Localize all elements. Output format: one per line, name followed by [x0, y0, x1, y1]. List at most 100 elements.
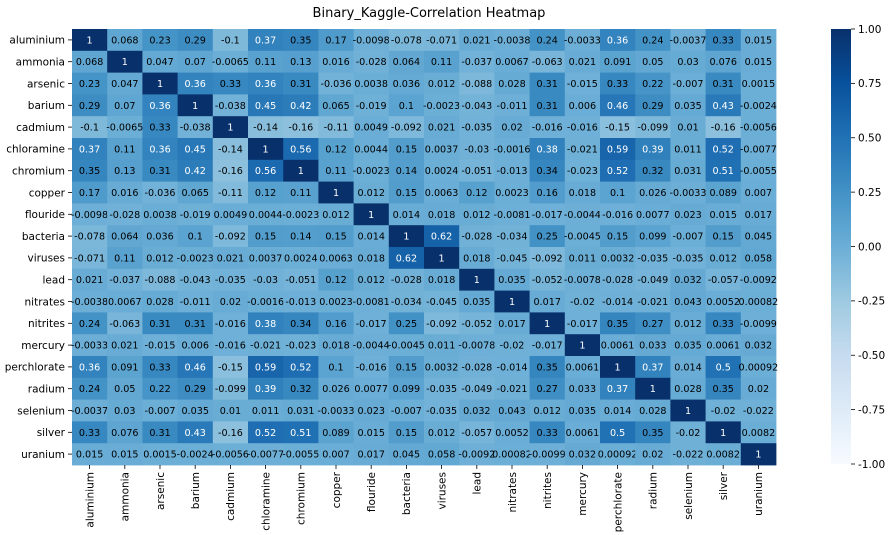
heatmap-cell-label: 0.43: [185, 428, 206, 439]
heatmap-cell-label: 1: [650, 384, 656, 395]
heatmap-cell-label: 0.11: [431, 57, 452, 68]
heatmap-cell: [740, 203, 777, 226]
heatmap-cell: [72, 29, 108, 52]
heatmap-cell-label: 0.15: [255, 232, 276, 243]
heatmap-cell-label: 0.045: [393, 450, 420, 461]
heatmap-cell: [529, 29, 566, 52]
heatmap-cell: [459, 225, 495, 248]
heatmap-cell: [177, 181, 214, 204]
heatmap-cell-label: 0.065: [322, 101, 349, 112]
heatmap-cell: [248, 72, 284, 95]
heatmap-cell: [283, 159, 319, 182]
heatmap-cell: [635, 181, 671, 204]
heatmap-cell: [212, 181, 249, 204]
row-label: silver: [37, 427, 66, 439]
heatmap-cell: [635, 29, 671, 52]
heatmap-cell-label: 0.37: [607, 384, 628, 395]
heatmap-cell: [212, 377, 249, 400]
heatmap-cell-label: 0.0061: [601, 341, 635, 352]
heatmap-cell-label: 0.33: [607, 79, 628, 90]
heatmap-cell: [177, 443, 214, 466]
heatmap-cell: [494, 443, 530, 466]
heatmap-cell-label: 0.38: [537, 144, 558, 155]
heatmap-cell-label: -0.088: [145, 275, 176, 286]
heatmap-cell: [564, 443, 601, 466]
heatmap-cell-label: -0.013: [285, 297, 316, 308]
heatmap-cell-label: 0.52: [290, 362, 311, 373]
heatmap-cell-label: 0.0044: [249, 210, 283, 221]
heatmap-cell-label: -0.028: [109, 210, 140, 221]
heatmap-cell-label: 0.25: [396, 319, 417, 330]
heatmap-cell: [529, 399, 566, 422]
column-label: selenium: [683, 472, 695, 520]
heatmap-cell-label: 0.007: [745, 188, 772, 199]
heatmap-cell-label: 0.42: [290, 101, 311, 112]
row-label: perchlorate: [5, 362, 65, 374]
heatmap-cell-label: -0.03: [464, 144, 489, 155]
heatmap-cell-label: 1: [333, 188, 339, 199]
heatmap-cell: [670, 29, 706, 52]
heatmap-cell: [283, 181, 319, 204]
heatmap-cell: [459, 399, 495, 422]
heatmap-cell: [494, 377, 530, 400]
heatmap-cell-label: 0.37: [79, 144, 100, 155]
heatmap-cell: [459, 268, 495, 291]
heatmap-cell-label: 0.15: [396, 428, 417, 439]
column-label: arsenic: [155, 472, 167, 510]
heatmap-cell-label: 0.52: [713, 144, 734, 155]
heatmap-cell: [670, 138, 706, 161]
heatmap-cell-label: 0.012: [428, 428, 455, 439]
heatmap-cell-label: -0.0081: [493, 210, 530, 221]
heatmap-cell: [318, 334, 354, 357]
heatmap-cell: [283, 334, 319, 357]
heatmap-cell: [670, 312, 706, 335]
heatmap-cell: [740, 72, 777, 95]
heatmap-cell: [212, 203, 249, 226]
heatmap-cell: [388, 268, 425, 291]
heatmap-cell: [212, 290, 249, 313]
heatmap-cell-label: 0.035: [569, 406, 596, 417]
heatmap-cell-label: 0.29: [79, 101, 100, 112]
heatmap-cell: [494, 72, 530, 95]
heatmap-cell-label: -0.0098: [353, 35, 390, 46]
heatmap-cell-label: 0.52: [607, 166, 628, 177]
heatmap-cell: [142, 399, 178, 422]
column-label: silver: [718, 471, 730, 500]
heatmap-cell: [107, 247, 143, 270]
heatmap-cell-label: -0.0033: [669, 188, 706, 199]
heatmap-cell: [142, 268, 178, 291]
heatmap-cell: [564, 377, 601, 400]
heatmap-cell-label: 0.15: [713, 232, 734, 243]
heatmap-cell-label: -0.057: [461, 428, 492, 439]
heatmap-cell-label: 0.035: [498, 275, 525, 286]
heatmap-cell: [705, 94, 742, 117]
heatmap-cell-label: 0.014: [393, 210, 420, 221]
heatmap-cell-label: 0.05: [114, 384, 135, 395]
heatmap-cell-label: 0.56: [290, 144, 311, 155]
heatmap-cell: [72, 334, 108, 357]
heatmap-cell: [670, 181, 706, 204]
heatmap-cell: [283, 290, 319, 313]
heatmap-cell: [424, 181, 460, 204]
heatmap-cell: [740, 29, 777, 52]
heatmap-cell-label: -0.11: [218, 188, 243, 199]
heatmap-cell-label: -0.021: [250, 341, 281, 352]
heatmap-cell-label: 0.00092: [598, 450, 638, 461]
heatmap-cell: [283, 29, 319, 52]
heatmap-cell-label: 0.0023: [319, 297, 353, 308]
heatmap-cell-label: 0.59: [255, 362, 276, 373]
heatmap-cell-label: 0.56: [255, 166, 276, 177]
chart-title: Binary_Kaggle-Correlation Heatmap: [313, 6, 546, 21]
heatmap-cell-label: -0.0037: [71, 406, 108, 417]
heatmap-cell: [635, 94, 671, 117]
heatmap-cell-label: 0.0052: [706, 297, 740, 308]
heatmap-cell: [635, 72, 671, 95]
heatmap-cell-label: 0.033: [569, 384, 596, 395]
heatmap-cell: [353, 421, 390, 444]
heatmap-cell: [529, 334, 566, 357]
heatmap-cell-label: 0.27: [537, 384, 558, 395]
heatmap-cell: [740, 181, 777, 204]
heatmap-cell-label: -0.071: [426, 35, 457, 46]
heatmap-cell-label: -0.043: [180, 275, 211, 286]
column-labels: aluminium ammonia arsenic barium cadmium chlo…: [84, 465, 765, 532]
